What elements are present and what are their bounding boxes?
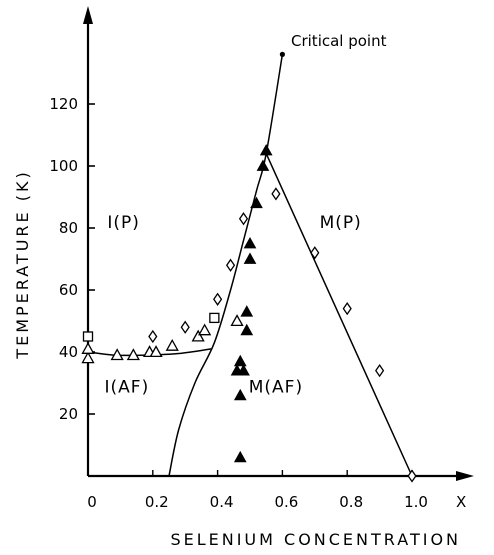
open-diamond-point xyxy=(342,301,352,316)
open-triangle-point xyxy=(81,342,95,354)
open-diamond-point xyxy=(271,187,281,201)
x-tick-label: 0.8 xyxy=(339,493,363,511)
y-tick-label: 100 xyxy=(49,157,78,175)
axes: 20 40 60 80 100 120 0 0.2 0.4 0.6 0.8 1.0 xyxy=(49,6,474,511)
filled-triangle-point xyxy=(256,159,270,171)
open-triangle-point xyxy=(165,338,179,351)
open-triangle-point xyxy=(230,314,244,327)
data-points xyxy=(81,143,417,483)
open-triangle-point xyxy=(191,329,205,342)
open-diamond-point xyxy=(213,292,223,306)
open-triangle-point xyxy=(81,351,95,364)
phase-boundary-insulator-metal xyxy=(168,54,284,477)
y-tick-label: 120 xyxy=(49,95,78,113)
filled-triangle-point xyxy=(240,323,254,336)
x-axis-arrowhead xyxy=(456,471,474,481)
filled-triangle-point xyxy=(233,388,247,401)
open-diamond-point xyxy=(238,212,249,226)
region-label: I(P) xyxy=(107,213,140,233)
y-axis-arrowhead xyxy=(83,6,93,24)
y-tick-label: 40 xyxy=(59,343,78,361)
filled-triangle-point xyxy=(250,196,263,209)
x-tick-label: 0.2 xyxy=(145,493,169,511)
open-diamond-point xyxy=(180,320,190,334)
phase-boundary-metallic-af xyxy=(265,153,413,477)
open-triangle-point xyxy=(149,345,163,358)
open-diamond-point xyxy=(148,329,158,344)
filled-triangle-point xyxy=(259,143,273,156)
critical-point-dot xyxy=(279,51,285,58)
y-tick-label: 60 xyxy=(59,281,78,299)
filled-triangle-point xyxy=(240,305,254,317)
phase-boundaries xyxy=(87,51,413,477)
x-tick-label: 0.6 xyxy=(274,493,298,511)
open-diamond-point xyxy=(225,258,236,272)
filled-triangle-point xyxy=(233,450,247,463)
open-diamond-point xyxy=(310,246,320,260)
y-tick-label: 80 xyxy=(59,219,78,237)
open-triangle-point xyxy=(198,323,212,336)
filled-triangle-point xyxy=(243,252,257,264)
open-square-point xyxy=(82,331,94,342)
filled-triangle-point xyxy=(243,236,257,249)
filled-triangle-point xyxy=(237,364,250,376)
y-tick-label: 20 xyxy=(59,405,78,423)
x-tick-label: 0 xyxy=(87,493,97,511)
x-tick-label: 1.0 xyxy=(404,493,428,511)
open-triangle-point xyxy=(126,348,140,361)
open-diamond-point xyxy=(375,363,385,378)
x-axis-title: SELENIUM CONCENTRATION xyxy=(170,530,461,549)
x-axis-symbol: X xyxy=(456,493,466,511)
open-diamond-point xyxy=(407,469,417,483)
filled-triangle-point xyxy=(233,354,247,367)
region-label: M(AF) xyxy=(249,377,303,397)
region-label: M(P) xyxy=(320,213,362,233)
open-triangle-point xyxy=(110,348,124,361)
region-label: I(AF) xyxy=(105,377,150,397)
labels: SELENIUM CONCENTRATION TEMPERATURE (K) X… xyxy=(13,32,466,549)
open-square-point xyxy=(209,312,220,324)
y-axis-title: TEMPERATURE (K) xyxy=(13,169,32,359)
critical-point-label: Critical point xyxy=(291,32,387,50)
x-tick-label: 0.4 xyxy=(210,493,234,511)
